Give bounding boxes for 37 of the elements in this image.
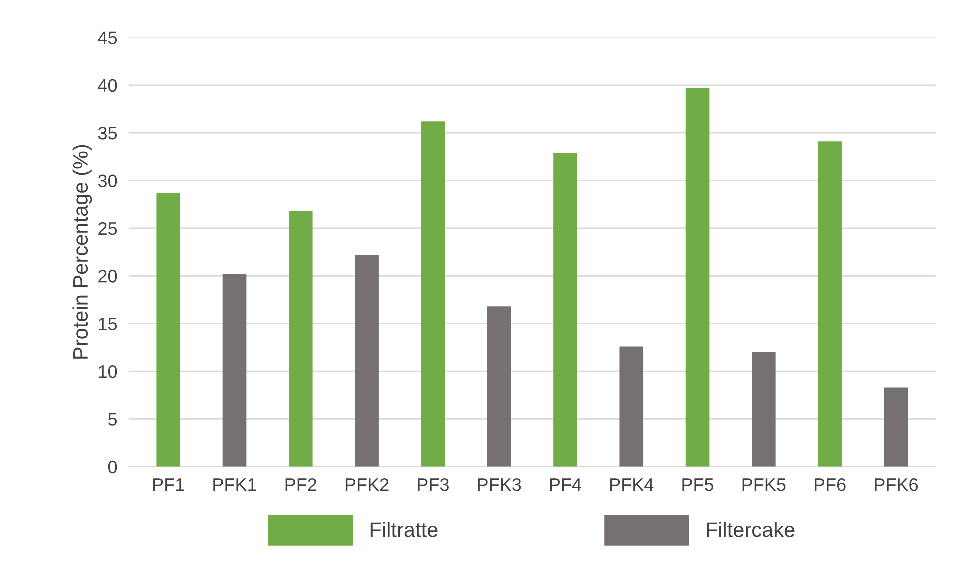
x-tick-label: PFK4 (610, 478, 654, 492)
x-tick-label: PFK2 (346, 478, 389, 492)
y-tick-label: 10 (99, 365, 118, 378)
y-tick-label: 45 (98, 32, 118, 44)
x-tick-label: PFK6 (875, 478, 918, 492)
y-tick-label: 35 (98, 127, 118, 140)
bar (288, 211, 313, 467)
legend-label: Filtercake (707, 522, 795, 538)
x-tick-label: PFK1 (214, 478, 256, 492)
bar (620, 346, 644, 467)
x-tick-label: PF1 (154, 478, 184, 492)
x-tick-label: PF4 (550, 478, 582, 492)
y-tick-label: 5 (108, 413, 118, 426)
legend-label: Filtratte (370, 522, 438, 538)
x-tick-label: PF5 (682, 478, 714, 492)
bar (156, 193, 181, 467)
y-tick-label: 30 (98, 174, 118, 188)
bar (421, 122, 446, 467)
x-tick-label: PF2 (286, 478, 317, 492)
bar (818, 142, 842, 467)
bar (554, 153, 578, 467)
bar (487, 306, 512, 467)
bar (355, 255, 379, 467)
y-tick-label: 20 (98, 270, 118, 283)
y-tick-label: 25 (98, 222, 118, 236)
y-tick-label: 40 (98, 79, 118, 92)
y-tick-label: 15 (99, 318, 118, 331)
y-tick-label: 0 (108, 460, 118, 474)
bar (222, 274, 247, 467)
x-tick-label: PF3 (418, 478, 449, 492)
x-tick-label: PFK5 (742, 478, 786, 492)
bar (884, 388, 908, 467)
x-tick-label: PFK3 (478, 478, 522, 492)
x-tick-label: PF6 (814, 478, 846, 492)
bar (752, 352, 776, 467)
bar (686, 88, 710, 467)
y-axis-title: Protein Percentage (%) (72, 145, 92, 359)
